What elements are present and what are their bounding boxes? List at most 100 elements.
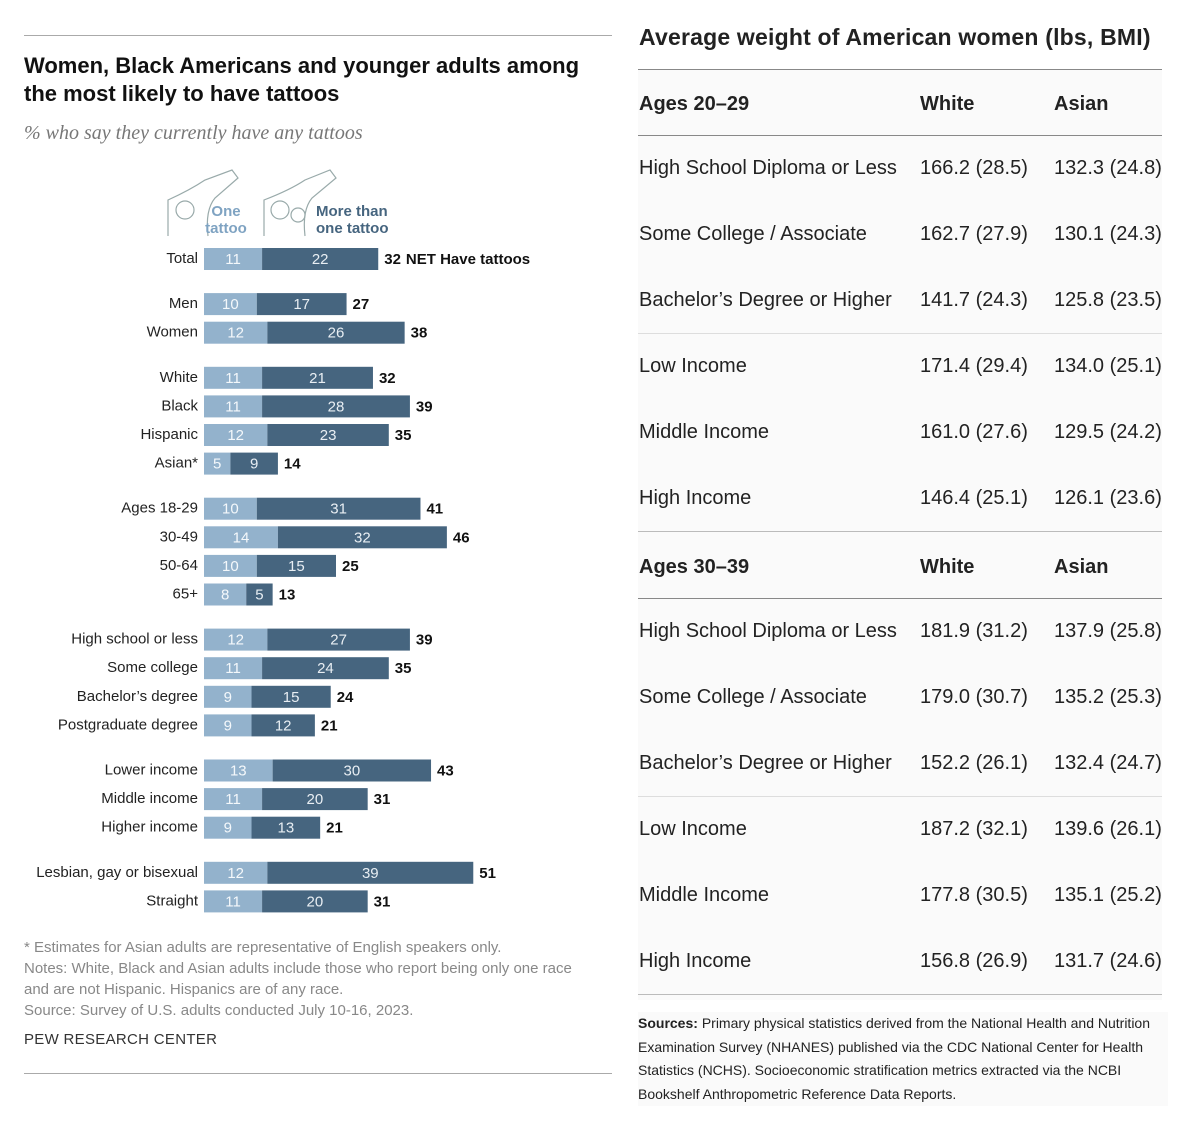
- top-rule: [24, 35, 612, 36]
- value-label: 11: [225, 660, 241, 677]
- note: Notes: White, Black and Asian adults inc…: [24, 960, 572, 998]
- table-cell: Bachelor’s Degree or Higher: [639, 289, 892, 311]
- value-label: 21: [309, 370, 326, 387]
- total-value: 25: [342, 558, 359, 575]
- total-value: 35: [395, 427, 412, 444]
- value-label: 24: [317, 660, 334, 677]
- table-cell: High Income: [639, 487, 752, 509]
- total-label: 32 NET Have tattoos: [384, 251, 530, 268]
- value-label: 12: [275, 717, 292, 734]
- bar-segment: [204, 583, 247, 606]
- bar-segment: [204, 452, 231, 475]
- bar-segment: [251, 714, 315, 737]
- value-label: 8: [221, 586, 229, 603]
- bar-segment: [204, 395, 263, 418]
- category-label: Lower income: [105, 761, 198, 778]
- total-value: 51: [479, 865, 496, 882]
- bar-segment: [246, 583, 273, 606]
- total-value: 21: [321, 717, 338, 734]
- bar-segment: [267, 321, 405, 344]
- bar-segment: [262, 657, 389, 680]
- total-value: 14: [284, 456, 301, 473]
- total-value: 31: [374, 893, 391, 910]
- value-label: 15: [283, 689, 300, 706]
- category-label: Some college: [107, 659, 198, 676]
- total-value: 13: [279, 586, 296, 603]
- row-rule: [638, 598, 1162, 599]
- table-cell: 131.7 (24.6): [1054, 950, 1162, 972]
- bar-segment: [204, 788, 263, 811]
- total-label: 21: [326, 820, 343, 837]
- value-label: 12: [227, 865, 244, 882]
- total-value: 31: [374, 791, 391, 808]
- table-cell: High School Diploma or Less: [639, 620, 897, 642]
- column-header: Asian: [1054, 93, 1109, 115]
- row-rule: [638, 796, 1162, 797]
- title-rule: [638, 69, 1162, 70]
- table-cell: Low Income: [639, 818, 747, 840]
- value-label: 12: [227, 325, 244, 342]
- note: Source: Survey of U.S. adults conducted …: [24, 1002, 414, 1019]
- notes: * Estimates for Asian adults are represe…: [24, 937, 594, 1021]
- total-label: 39: [416, 398, 433, 415]
- row-rule: [638, 531, 1162, 532]
- total-value: 39: [416, 398, 433, 415]
- total-label: 13: [279, 586, 296, 603]
- bar-segment: [204, 714, 252, 737]
- value-label: 26: [328, 325, 345, 342]
- legend-label: More than one tattoo: [316, 203, 389, 237]
- table-cell: 187.2 (32.1): [920, 818, 1028, 840]
- value-label: 11: [225, 251, 241, 268]
- category-label: Straight: [146, 892, 199, 909]
- bar-segment: [204, 424, 268, 446]
- row-rule: [638, 333, 1162, 334]
- category-label: Middle income: [101, 790, 198, 807]
- value-label: 13: [277, 820, 294, 837]
- sources-label: Sources:: [638, 1015, 698, 1031]
- bar-segment: [204, 628, 268, 651]
- legend-icons: [167, 169, 337, 237]
- total-label: 32: [379, 370, 396, 387]
- table-cell: 134.0 (25.1): [1054, 355, 1162, 377]
- table-cell: 141.7 (24.3): [920, 289, 1028, 311]
- category-label: Postgraduate degree: [58, 716, 198, 733]
- value-label: 12: [227, 632, 244, 649]
- category-label: Higher income: [101, 819, 198, 836]
- note: * Estimates for Asian adults are represe…: [24, 939, 502, 956]
- total-value: 32: [384, 251, 401, 268]
- value-label: 5: [213, 456, 221, 473]
- table-cell: Some College / Associate: [639, 686, 867, 708]
- value-label: 9: [224, 717, 232, 734]
- total-value: 38: [411, 325, 428, 342]
- table-cell: Middle Income: [639, 421, 770, 443]
- table-cell: Low Income: [639, 355, 747, 377]
- table-cell: 126.1 (23.6): [1054, 487, 1162, 509]
- value-label: 12: [227, 427, 244, 444]
- total-label: 46: [453, 529, 470, 546]
- table-cell: 137.9 (25.8): [1054, 620, 1162, 642]
- total-label: 38: [411, 325, 428, 342]
- value-label: 10: [222, 296, 239, 313]
- total-value: 43: [437, 762, 454, 779]
- bar-segment: [204, 497, 257, 520]
- total-value: 27: [353, 296, 370, 313]
- total-label: 35: [395, 427, 412, 444]
- bar-segment: [277, 526, 447, 549]
- table-cell: 125.8 (23.5): [1054, 289, 1162, 311]
- sources: Sources: Primary physical statistics der…: [638, 1012, 1168, 1106]
- total-label: 43: [437, 762, 454, 779]
- category-label: Total: [166, 250, 198, 267]
- bar-segment: [204, 293, 257, 316]
- total-label: 27: [353, 296, 370, 313]
- table-cell: Bachelor’s Degree or Higher: [639, 752, 892, 774]
- table-cell: Some College / Associate: [639, 223, 867, 245]
- total-label: 31: [374, 791, 391, 808]
- bar-segment: [204, 861, 268, 884]
- value-label: 23: [320, 427, 337, 444]
- table-cell: 166.2 (28.5): [920, 157, 1028, 179]
- legend-label: One tattoo: [205, 203, 247, 237]
- total-label: 39: [416, 632, 433, 649]
- table-title: Average weight of American women (lbs, B…: [639, 24, 1151, 50]
- table-cell: 135.1 (25.2): [1054, 884, 1162, 906]
- value-label: 14: [233, 529, 250, 546]
